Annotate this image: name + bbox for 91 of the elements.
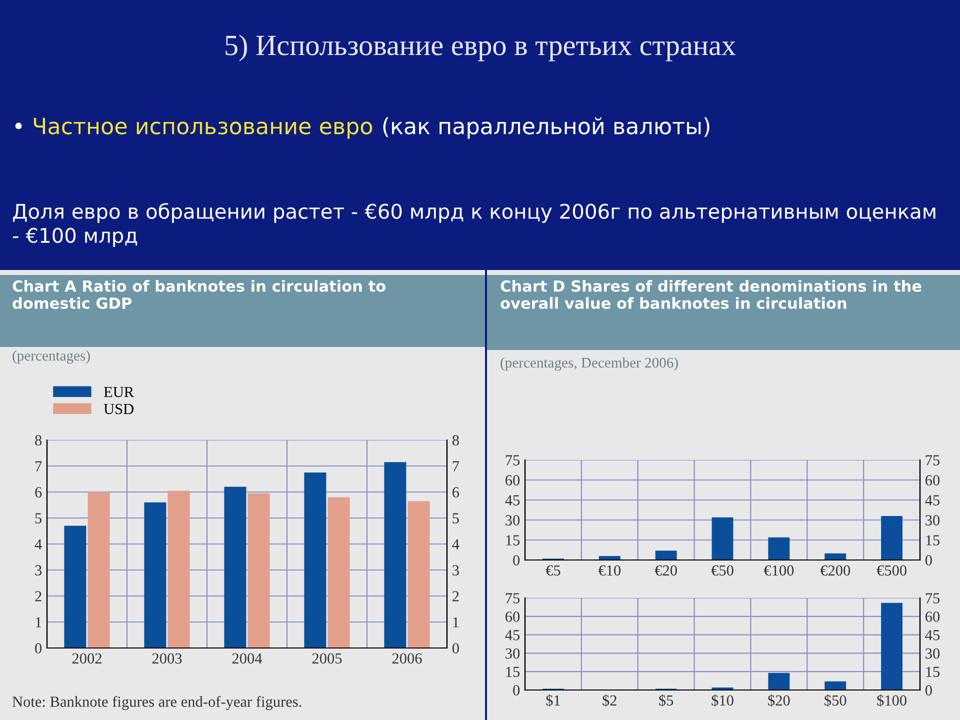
y-tick-label: 7 [36,461,42,472]
y-tick-label: 5 [35,513,42,524]
y-tick-label: 75 [506,593,520,604]
y2-tick-label: 7 [452,461,460,472]
y2-tick-label: 4 [452,539,460,550]
y-tick-label: 3 [35,565,42,576]
chart-title: Chart A Ratio of banknotes in circulation to domestic GDP [12,280,386,309]
text: Note: Banknote figures are end-of-year figures. [12,696,302,710]
x-tick-label: $50 [824,694,846,707]
text: Доля евро в обращении растет - €60 млрд к концу 2006г по альтернативным оценкам - €100 млрд [12,203,936,247]
x-tick-label: 2004 [232,653,262,664]
y-tick-label: 8 [35,435,42,446]
x-tick-label: $5 [659,694,674,707]
chart-subtitle: (percentages, December 2006) [500,357,678,371]
x-tick-label: $10 [712,694,734,707]
y-tick-label: 30 [506,648,520,659]
y-tick-label: 0 [513,555,520,566]
x-tick-label: €10 [598,565,621,576]
y2-tick-label: 30 [926,648,940,659]
y-tick-label: 60 [506,612,520,622]
bar [655,550,677,560]
x-tick-label: $100 [877,694,906,707]
bar [881,602,903,690]
x-tick-label: 2002 [72,653,102,664]
y-tick-label: 45 [505,495,520,506]
y2-tick-label: 0 [452,643,459,654]
bar [768,537,790,560]
x-tick-label: $20 [768,694,790,707]
y2-tick-label: 60 [926,475,940,486]
bar [824,681,846,690]
y2-tick-label: 0 [925,685,932,696]
text: 5) Использование евро в третьих странах [226,34,736,62]
bar [408,501,430,648]
legend-label: EUR [104,386,134,398]
y2-tick-label: 8 [452,435,459,446]
bar [64,526,86,648]
text: (как параллельной валюты) [383,117,710,139]
y-tick-label: 60 [506,475,520,486]
x-tick-label: €5 [546,565,560,576]
y2-tick-label: 30 [926,515,940,526]
y2-tick-label: 2 [452,591,459,602]
y2-tick-label: 15 [926,535,940,546]
y2-tick-label: 75 [926,455,940,466]
bar [168,490,190,648]
bar [768,672,790,690]
y2-tick-label: 15 [926,666,940,678]
y-tick-label: 4 [34,539,42,550]
bar [88,492,110,648]
bar [224,486,246,648]
bar [881,516,903,560]
bar [384,462,406,648]
y2-tick-label: 6 [452,487,460,498]
bar [824,553,846,560]
x-tick-label: $2 [602,694,616,707]
x-tick-label: 2003 [152,653,182,664]
x-tick-label: €100 [764,565,794,576]
y2-tick-label: 75 [926,593,940,604]
bar [248,493,270,648]
x-tick-label: €50 [711,565,734,576]
y2-tick-label: 3 [452,565,459,576]
y-tick-label: 1 [36,617,42,628]
y2-tick-label: 0 [925,555,932,566]
x-tick-label: 2005 [312,653,342,664]
y2-tick-label: 60 [926,612,940,622]
y2-tick-label: 45 [925,630,940,640]
y-tick-label: 0 [35,643,42,654]
y-tick-label: 75 [506,455,520,466]
y-tick-label: 15 [506,535,520,546]
text: Частное использование евро [34,118,372,139]
bar [712,517,734,560]
y2-tick-label: 1 [453,617,459,628]
chart-subtitle: (percentages) [12,350,90,364]
bar [304,472,326,648]
x-tick-label: €200 [820,565,850,576]
chart-title: Chart D Shares of different denominations in the overall value of banknotes in circulation [500,280,922,309]
y2-tick-label: 45 [925,495,940,506]
y-tick-label: 0 [513,685,520,696]
y-tick-label: 2 [35,591,42,602]
bar [144,502,166,648]
text: • [15,122,22,130]
x-tick-label: $1 [546,694,560,707]
y-tick-label: 30 [506,515,520,526]
y-tick-label: 45 [505,630,520,640]
y-tick-label: 6 [35,487,42,498]
x-tick-label: €20 [654,565,677,576]
x-tick-label: 2006 [392,653,422,664]
x-tick-label: €500 [876,565,906,576]
bar [328,497,350,648]
y2-tick-label: 5 [452,513,459,524]
legend-label: USD [104,404,134,414]
y-tick-label: 15 [506,666,520,678]
